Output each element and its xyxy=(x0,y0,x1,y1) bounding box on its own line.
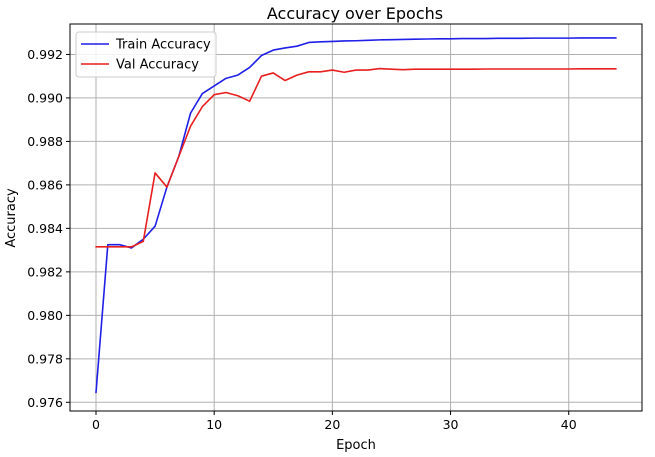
x-tick-label: 40 xyxy=(561,417,577,432)
y-tick-label: 0.986 xyxy=(27,177,63,192)
y-tick-label: 0.984 xyxy=(27,221,63,236)
x-tick-label: 30 xyxy=(443,417,459,432)
y-tick-label: 0.988 xyxy=(27,134,63,149)
series-line-train-accuracy xyxy=(95,37,617,394)
x-tick-label: 10 xyxy=(206,417,222,432)
x-axis-ticks: 0 10 20 30 40 xyxy=(92,411,577,432)
y-axis-ticks: 0.976 0.978 0.980 0.982 0.984 0.986 0.988 0.990… xyxy=(27,47,70,410)
legend-box xyxy=(75,31,217,78)
legend: Train Accuracy Val Accuracy xyxy=(75,31,217,78)
y-axis-label: Accuracy xyxy=(4,188,19,248)
x-tick-label: 20 xyxy=(324,417,340,432)
y-tick-label: 0.990 xyxy=(27,90,63,105)
series-line-val-accuracy xyxy=(95,67,617,248)
y-tick-label: 0.992 xyxy=(27,47,63,62)
series-layer xyxy=(95,37,617,394)
y-tick-label: 0.982 xyxy=(27,264,63,279)
plot-area-frame xyxy=(69,23,643,412)
legend-label: Train Accuracy xyxy=(115,38,211,53)
y-tick-label: 0.980 xyxy=(27,308,63,323)
x-axis-label: Epoch xyxy=(336,438,376,453)
grid-lines xyxy=(70,24,642,411)
legend-label: Val Accuracy xyxy=(116,58,199,73)
y-tick-label: 0.978 xyxy=(27,351,63,366)
y-tick-label: 0.976 xyxy=(27,395,63,410)
x-tick-label: 0 xyxy=(92,417,100,432)
chart-title: Accuracy over Epochs xyxy=(267,4,443,23)
